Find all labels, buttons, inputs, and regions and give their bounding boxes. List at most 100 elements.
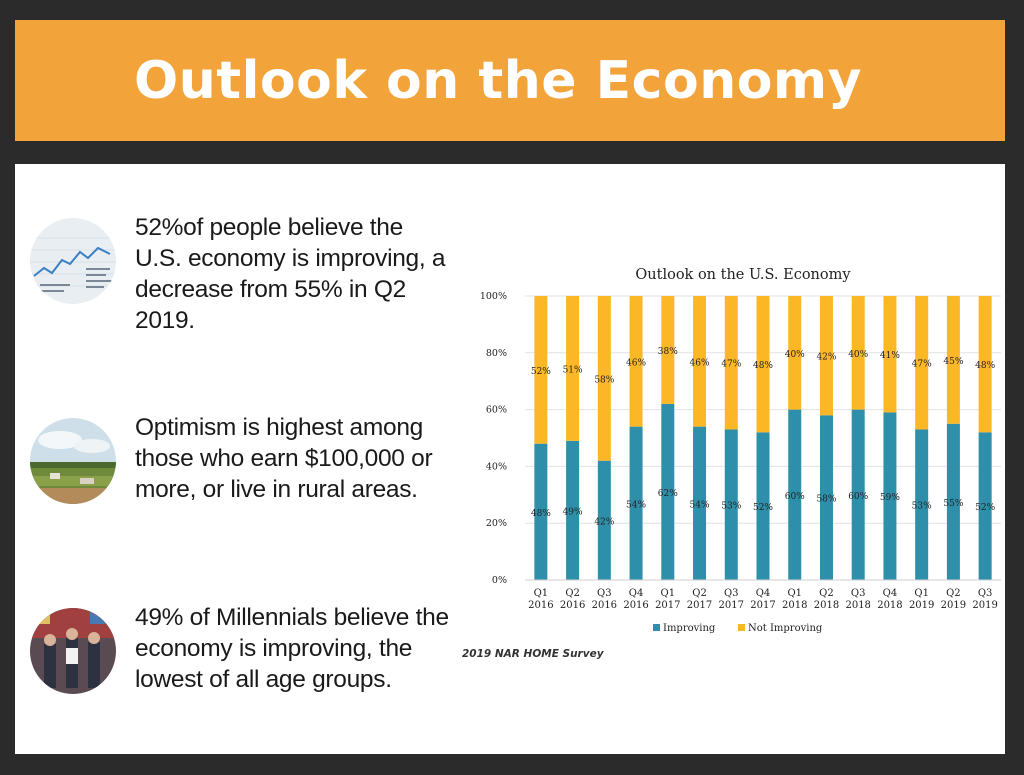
x-tick-label: Q2: [565, 588, 580, 599]
source-note: 2019 NAR HOME Survey: [462, 648, 604, 660]
stock-chart-image: [30, 218, 116, 304]
bar-improving: [851, 409, 865, 580]
x-tick-label: Q4: [883, 588, 898, 599]
data-label-improving: 55%: [943, 499, 963, 509]
bar-not-improving: [597, 296, 611, 461]
bar-improving: [946, 423, 960, 580]
data-label-not-improving: 40%: [848, 350, 868, 360]
data-label-not-improving: 40%: [785, 350, 805, 360]
young-people-image: [30, 608, 116, 694]
fact-text: Optimism is highest among those who earn…: [135, 414, 433, 503]
x-tick-label: 2019: [941, 600, 966, 611]
data-label-not-improving: 58%: [594, 375, 614, 385]
x-tick-label: Q1: [661, 588, 676, 599]
data-label-not-improving: 47%: [912, 360, 932, 370]
y-tick-label: 0%: [492, 575, 507, 586]
x-tick-label: Q3: [851, 588, 866, 599]
data-label-improving: 49%: [563, 507, 583, 517]
bar-not-improving: [629, 296, 643, 427]
bar-not-improving: [693, 296, 707, 427]
x-tick-label: 2016: [528, 600, 553, 611]
bar-improving: [819, 415, 833, 580]
x-tick-label: Q1: [787, 588, 802, 599]
data-label-improving: 53%: [912, 502, 932, 512]
bar-improving: [915, 429, 929, 580]
legend-label-not-improving: Not Improving: [748, 623, 823, 634]
x-tick-label: 2017: [750, 600, 775, 611]
data-label-not-improving: 47%: [721, 360, 741, 370]
x-tick-label: 2018: [845, 600, 870, 611]
title-banner: Outlook on the Economy: [15, 20, 1005, 141]
data-label-not-improving: 38%: [658, 347, 678, 357]
x-tick-label: 2016: [560, 600, 585, 611]
data-label-not-improving: 46%: [626, 358, 646, 368]
bar-improving: [978, 432, 992, 580]
y-tick-label: 20%: [486, 518, 507, 529]
x-tick-label: 2018: [782, 600, 807, 611]
x-tick-label: Q2: [946, 588, 961, 599]
bar-improving: [756, 432, 770, 580]
data-label-not-improving: 41%: [880, 351, 900, 361]
data-label-not-improving: 48%: [975, 361, 995, 371]
x-tick-label: Q3: [597, 588, 612, 599]
x-tick-label: Q1: [914, 588, 929, 599]
data-label-improving: 59%: [880, 493, 900, 503]
data-label-improving: 54%: [690, 500, 710, 510]
bar-improving: [534, 443, 548, 580]
x-tick-label: Q2: [819, 588, 834, 599]
data-label-not-improving: 52%: [531, 367, 551, 377]
x-tick-label: Q4: [629, 588, 644, 599]
x-tick-label: 2019: [909, 600, 934, 611]
bar-not-improving: [788, 296, 802, 410]
data-label-improving: 54%: [626, 500, 646, 510]
chart-svg: Outlook on the U.S. Economy 0% 20% 40% 60% 80…: [480, 267, 1001, 634]
bar-improving: [629, 426, 643, 580]
bar-not-improving: [978, 296, 992, 433]
x-tick-label: Q3: [724, 588, 739, 599]
data-label-improving: 52%: [753, 503, 773, 513]
bar-improving: [883, 412, 897, 580]
data-label-not-improving: 45%: [943, 357, 963, 367]
bar-not-improving: [661, 296, 675, 404]
bar-not-improving: [915, 296, 929, 430]
bar-improving: [724, 429, 738, 580]
x-tick-label: Q4: [756, 588, 771, 599]
data-label-not-improving: 46%: [690, 358, 710, 368]
y-tick-label: 40%: [486, 461, 507, 472]
y-tick-label: 100%: [480, 291, 507, 302]
bar-not-improving: [883, 296, 897, 413]
data-label-improving: 60%: [848, 492, 868, 502]
bar-not-improving: [946, 296, 960, 424]
rural-landscape-image: [30, 418, 116, 504]
bar-not-improving: [724, 296, 738, 430]
data-label-improving: 60%: [785, 492, 805, 502]
data-label-not-improving: 48%: [753, 361, 773, 371]
x-tick-label: 2019: [972, 600, 997, 611]
y-tick-label: 80%: [486, 348, 507, 359]
x-tick-label: 2018: [814, 600, 839, 611]
bar-not-improving: [851, 296, 865, 410]
bar-not-improving: [819, 296, 833, 416]
content-panel: 52%of people believe the U.S. economy is…: [15, 164, 1005, 754]
x-tick-label: 2017: [719, 600, 744, 611]
data-label-improving: 42%: [594, 517, 614, 527]
x-tick-label: 2018: [877, 600, 902, 611]
bar-not-improving: [756, 296, 770, 433]
x-tick-label: Q2: [692, 588, 707, 599]
bar-not-improving: [534, 296, 548, 444]
data-label-improving: 52%: [975, 503, 995, 513]
x-tick-label: 2017: [687, 600, 712, 611]
bar-improving: [597, 460, 611, 580]
bar-improving: [566, 440, 580, 580]
legend-swatch-improving: [653, 624, 660, 631]
x-tick-label: 2017: [655, 600, 680, 611]
legend-label-improving: Improving: [663, 623, 716, 634]
x-tick-label: 2016: [592, 600, 617, 611]
data-label-improving: 62%: [658, 489, 678, 499]
data-label-not-improving: 42%: [816, 353, 836, 363]
fact-text: 52%of people believe the U.S. economy is…: [135, 214, 446, 334]
data-label-improving: 53%: [721, 502, 741, 512]
data-label-not-improving: 51%: [563, 365, 583, 375]
x-tick-label: Q1: [534, 588, 549, 599]
fact-text: 49% of Millennials believe the economy i…: [135, 604, 449, 693]
